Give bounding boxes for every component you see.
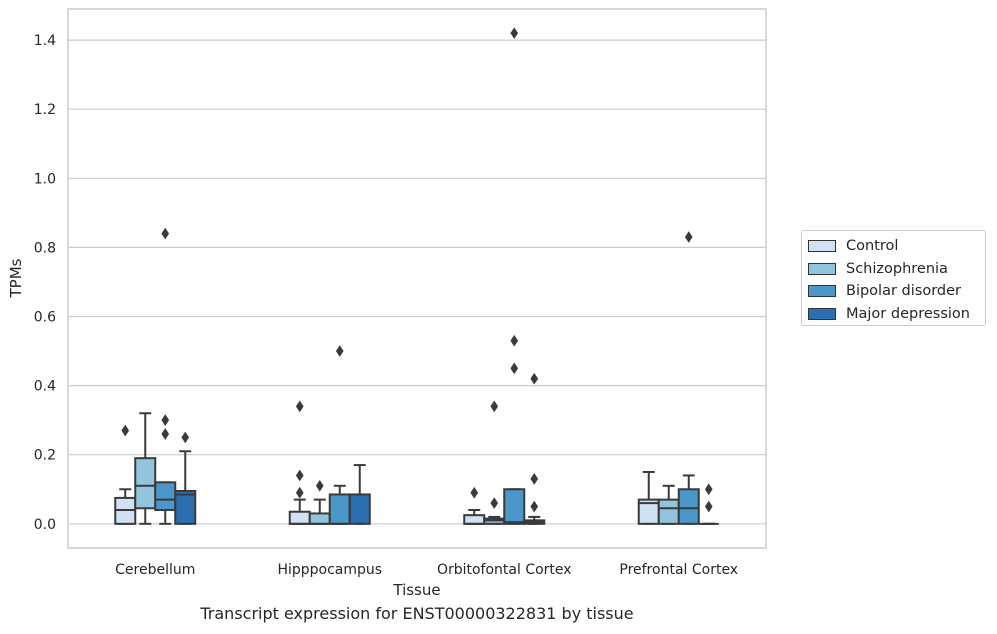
legend-swatch-schizophrenia	[808, 262, 836, 275]
box-major-depression-hipppocampus	[348, 464, 371, 525]
box-control-cerebellum	[114, 424, 137, 525]
outlier-point	[490, 400, 499, 413]
box-bipolar-disorder-orbitofontal-cortex	[503, 27, 526, 525]
legend-item-bipolar-disorder: Bipolar disorder	[808, 280, 985, 303]
y-tick-label: 1.2	[34, 102, 56, 118]
box-body	[328, 493, 351, 525]
y-tick-label: 0.2	[34, 448, 56, 464]
outlier-point	[295, 486, 304, 499]
box-schizophrenia-cerebellum	[134, 412, 157, 525]
outlier-point	[490, 497, 499, 509]
legend: Control Schizophrenia Bipolar disorder M…	[801, 230, 986, 326]
legend-label-bipolar-disorder: Bipolar disorder	[846, 283, 961, 300]
box-schizophrenia-prefrontal-cortex	[657, 484, 680, 525]
box-body	[308, 512, 331, 525]
box-schizophrenia-orbitofontal-cortex	[483, 400, 506, 525]
outlier-point	[335, 345, 344, 357]
chart-caption: Transcript expression for ENST0000032283…	[200, 604, 634, 623]
y-tick-label: 0.0	[34, 517, 56, 533]
y-tick-label: 0.4	[34, 379, 56, 395]
box-bipolar-disorder-prefrontal-cortex	[677, 231, 700, 525]
outlier-point	[530, 500, 539, 513]
legend-label-schizophrenia: Schizophrenia	[846, 260, 948, 277]
y-tick-label: 1.0	[34, 171, 56, 187]
y-tick-label: 0.8	[34, 240, 56, 256]
box-control-hipppocampus	[288, 400, 311, 525]
box-body	[677, 488, 700, 525]
box-major-depression-orbitofontal-cortex	[523, 372, 546, 525]
outlier-point	[510, 362, 519, 375]
box-body	[174, 489, 197, 525]
legend-label-major-depression: Major depression	[846, 305, 970, 322]
legend-swatch-major-depression	[808, 307, 836, 320]
outlier-point	[684, 231, 693, 243]
legend-item-schizophrenia: Schizophrenia	[808, 258, 985, 281]
box-body	[657, 498, 680, 525]
plot-background	[68, 9, 766, 548]
outlier-point	[470, 486, 479, 499]
box-major-depression-prefrontal-cortex	[698, 483, 719, 525]
y-tick-labels: 0.0 0.2 0.4 0.6 0.8 1.0 1.2 1.4	[34, 33, 56, 533]
box-body	[154, 481, 177, 511]
outlier-point	[530, 372, 539, 385]
outlier-point	[510, 334, 519, 347]
outlier-point	[181, 431, 190, 444]
x-tick-labels: Cerebellum Hipppocampus Orbitofontal Corte…	[115, 562, 738, 578]
legend-swatch-bipolar-disorder	[808, 285, 836, 298]
box-bipolar-disorder-hipppocampus	[328, 345, 351, 525]
outlier-point	[161, 414, 170, 427]
outlier-point	[121, 424, 130, 437]
x-tick-label-hipppocampus: Hipppocampus	[277, 562, 382, 578]
box-body	[503, 488, 526, 525]
outlier-point	[704, 500, 713, 513]
box-body	[288, 510, 311, 525]
plot-frame	[67, 8, 767, 549]
legend-item-major-depression: Major depression	[808, 303, 985, 326]
outlier-point	[530, 473, 539, 485]
boxes	[114, 27, 719, 525]
legend-label-control: Control	[846, 238, 899, 255]
outlier-point	[704, 483, 713, 496]
y-axis-label: TPMs	[7, 258, 25, 298]
legend-item-control: Control	[808, 235, 985, 258]
box-body	[134, 457, 157, 510]
legend-swatch-control	[808, 240, 836, 253]
y-tick-label: 0.6	[34, 310, 56, 326]
x-tick-label-orbitofontal-cortex: Orbitofontal Cortex	[437, 562, 572, 578]
y-tick-label: 1.4	[34, 33, 56, 49]
outlier-point	[295, 400, 304, 413]
box-schizophrenia-hipppocampus	[308, 479, 331, 525]
x-tick-label-prefrontal-cortex: Prefrontal Cortex	[619, 562, 738, 578]
box-body	[348, 493, 371, 525]
outlier-point	[161, 428, 170, 440]
box-body	[463, 514, 486, 525]
x-axis-label: Tissue	[392, 581, 440, 599]
outlier-point	[161, 227, 170, 240]
box-major-depression-cerebellum	[174, 431, 197, 525]
outlier-point	[510, 27, 519, 40]
x-tick-label-cerebellum: Cerebellum	[115, 562, 195, 578]
outlier-point	[295, 469, 304, 482]
outlier-point	[315, 479, 324, 492]
